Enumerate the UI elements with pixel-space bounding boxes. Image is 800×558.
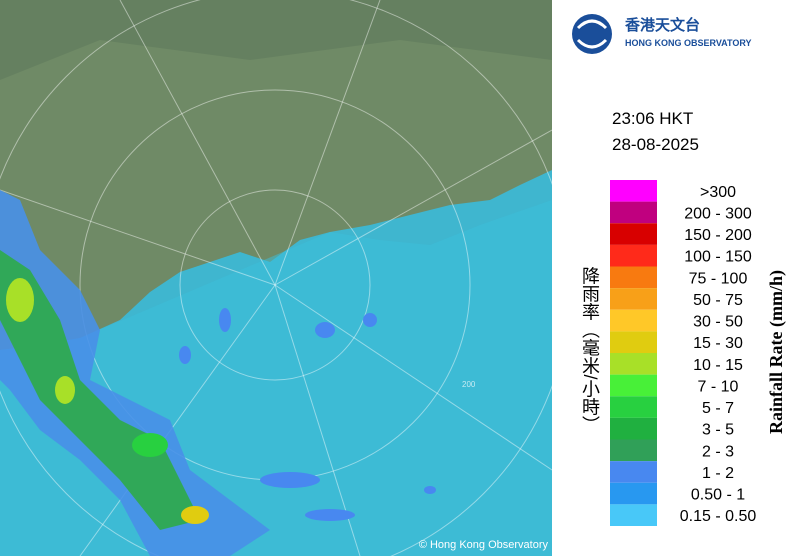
land-shade	[0, 0, 552, 80]
logo-chinese: 香港天文台	[625, 16, 700, 34]
legend-swatch	[610, 353, 657, 375]
legend-label: >300	[700, 184, 736, 201]
legend-swatch	[610, 374, 657, 397]
legend-swatch	[610, 504, 657, 526]
legend-swatch	[610, 201, 657, 224]
range-rings	[0, 0, 552, 556]
legend-swatch	[610, 331, 657, 353]
legend-label: 0.50 - 1	[691, 487, 745, 504]
legend-label: 1 - 2	[702, 465, 734, 482]
legend-swatch	[610, 309, 657, 332]
rain-cell	[260, 472, 320, 488]
legend-title-english: Rainfall Rate (mm/h)	[766, 270, 787, 434]
copyright: © Hong Kong Observatory	[419, 539, 549, 551]
legend-label: 5 - 7	[702, 400, 734, 417]
date: 28-08-2025	[612, 135, 699, 154]
legend-swatch	[610, 461, 657, 483]
logo-english: HONG KONG OBSERVATORY	[625, 38, 752, 48]
rain-cell	[315, 322, 335, 338]
legend-label: 75 - 100	[689, 270, 748, 287]
legend-title-chinese: 降雨率（毫米/小時）	[580, 266, 600, 433]
legend-label: 200 - 300	[684, 205, 752, 222]
rain-cell	[6, 278, 34, 322]
rain-cell	[179, 346, 191, 364]
legend-label: 7 - 10	[698, 378, 739, 395]
legend-label: 0.15 - 0.50	[680, 508, 757, 525]
legend-swatch	[610, 266, 657, 289]
rain-cell	[181, 506, 209, 524]
legend: >300 200 - 300 150 - 200 100 - 150 75 - 100 5…	[610, 180, 756, 526]
logo-swirl	[576, 19, 608, 49]
legend-swatch	[610, 288, 657, 310]
logo: 香港天文台 HONG KONG OBSERVATORY	[572, 14, 752, 54]
legend-label: 150 - 200	[684, 227, 752, 244]
legend-label: 100 - 150	[684, 249, 752, 266]
rain-cell	[132, 433, 168, 457]
legend-swatch	[610, 482, 657, 505]
rain-band	[0, 190, 270, 556]
rain-cell	[219, 308, 231, 332]
rain-cell	[55, 376, 75, 404]
legend-label: 15 - 30	[693, 335, 743, 352]
legend-swatch	[610, 223, 657, 245]
legend-label: 10 - 15	[693, 357, 743, 374]
map: 200 © Hong Kong Observatory	[0, 0, 552, 556]
legend-swatch	[610, 417, 657, 440]
rain-cell	[305, 509, 355, 521]
rain-cell	[363, 313, 377, 327]
land	[0, 0, 552, 350]
legend-label: 50 - 75	[693, 292, 743, 309]
range-label: 200	[462, 380, 476, 389]
legend-swatch	[610, 439, 657, 462]
legend-swatch	[610, 244, 657, 267]
legend-swatch	[610, 180, 657, 202]
legend-swatch	[610, 396, 657, 418]
time: 23:06 HKT	[612, 109, 693, 128]
legend-label: 30 - 50	[693, 314, 743, 331]
rain-band	[0, 250, 200, 530]
legend-label: 3 - 5	[702, 422, 734, 439]
rain-echoes	[0, 190, 436, 556]
legend-label: 2 - 3	[702, 443, 734, 460]
rain-cell	[424, 486, 436, 494]
